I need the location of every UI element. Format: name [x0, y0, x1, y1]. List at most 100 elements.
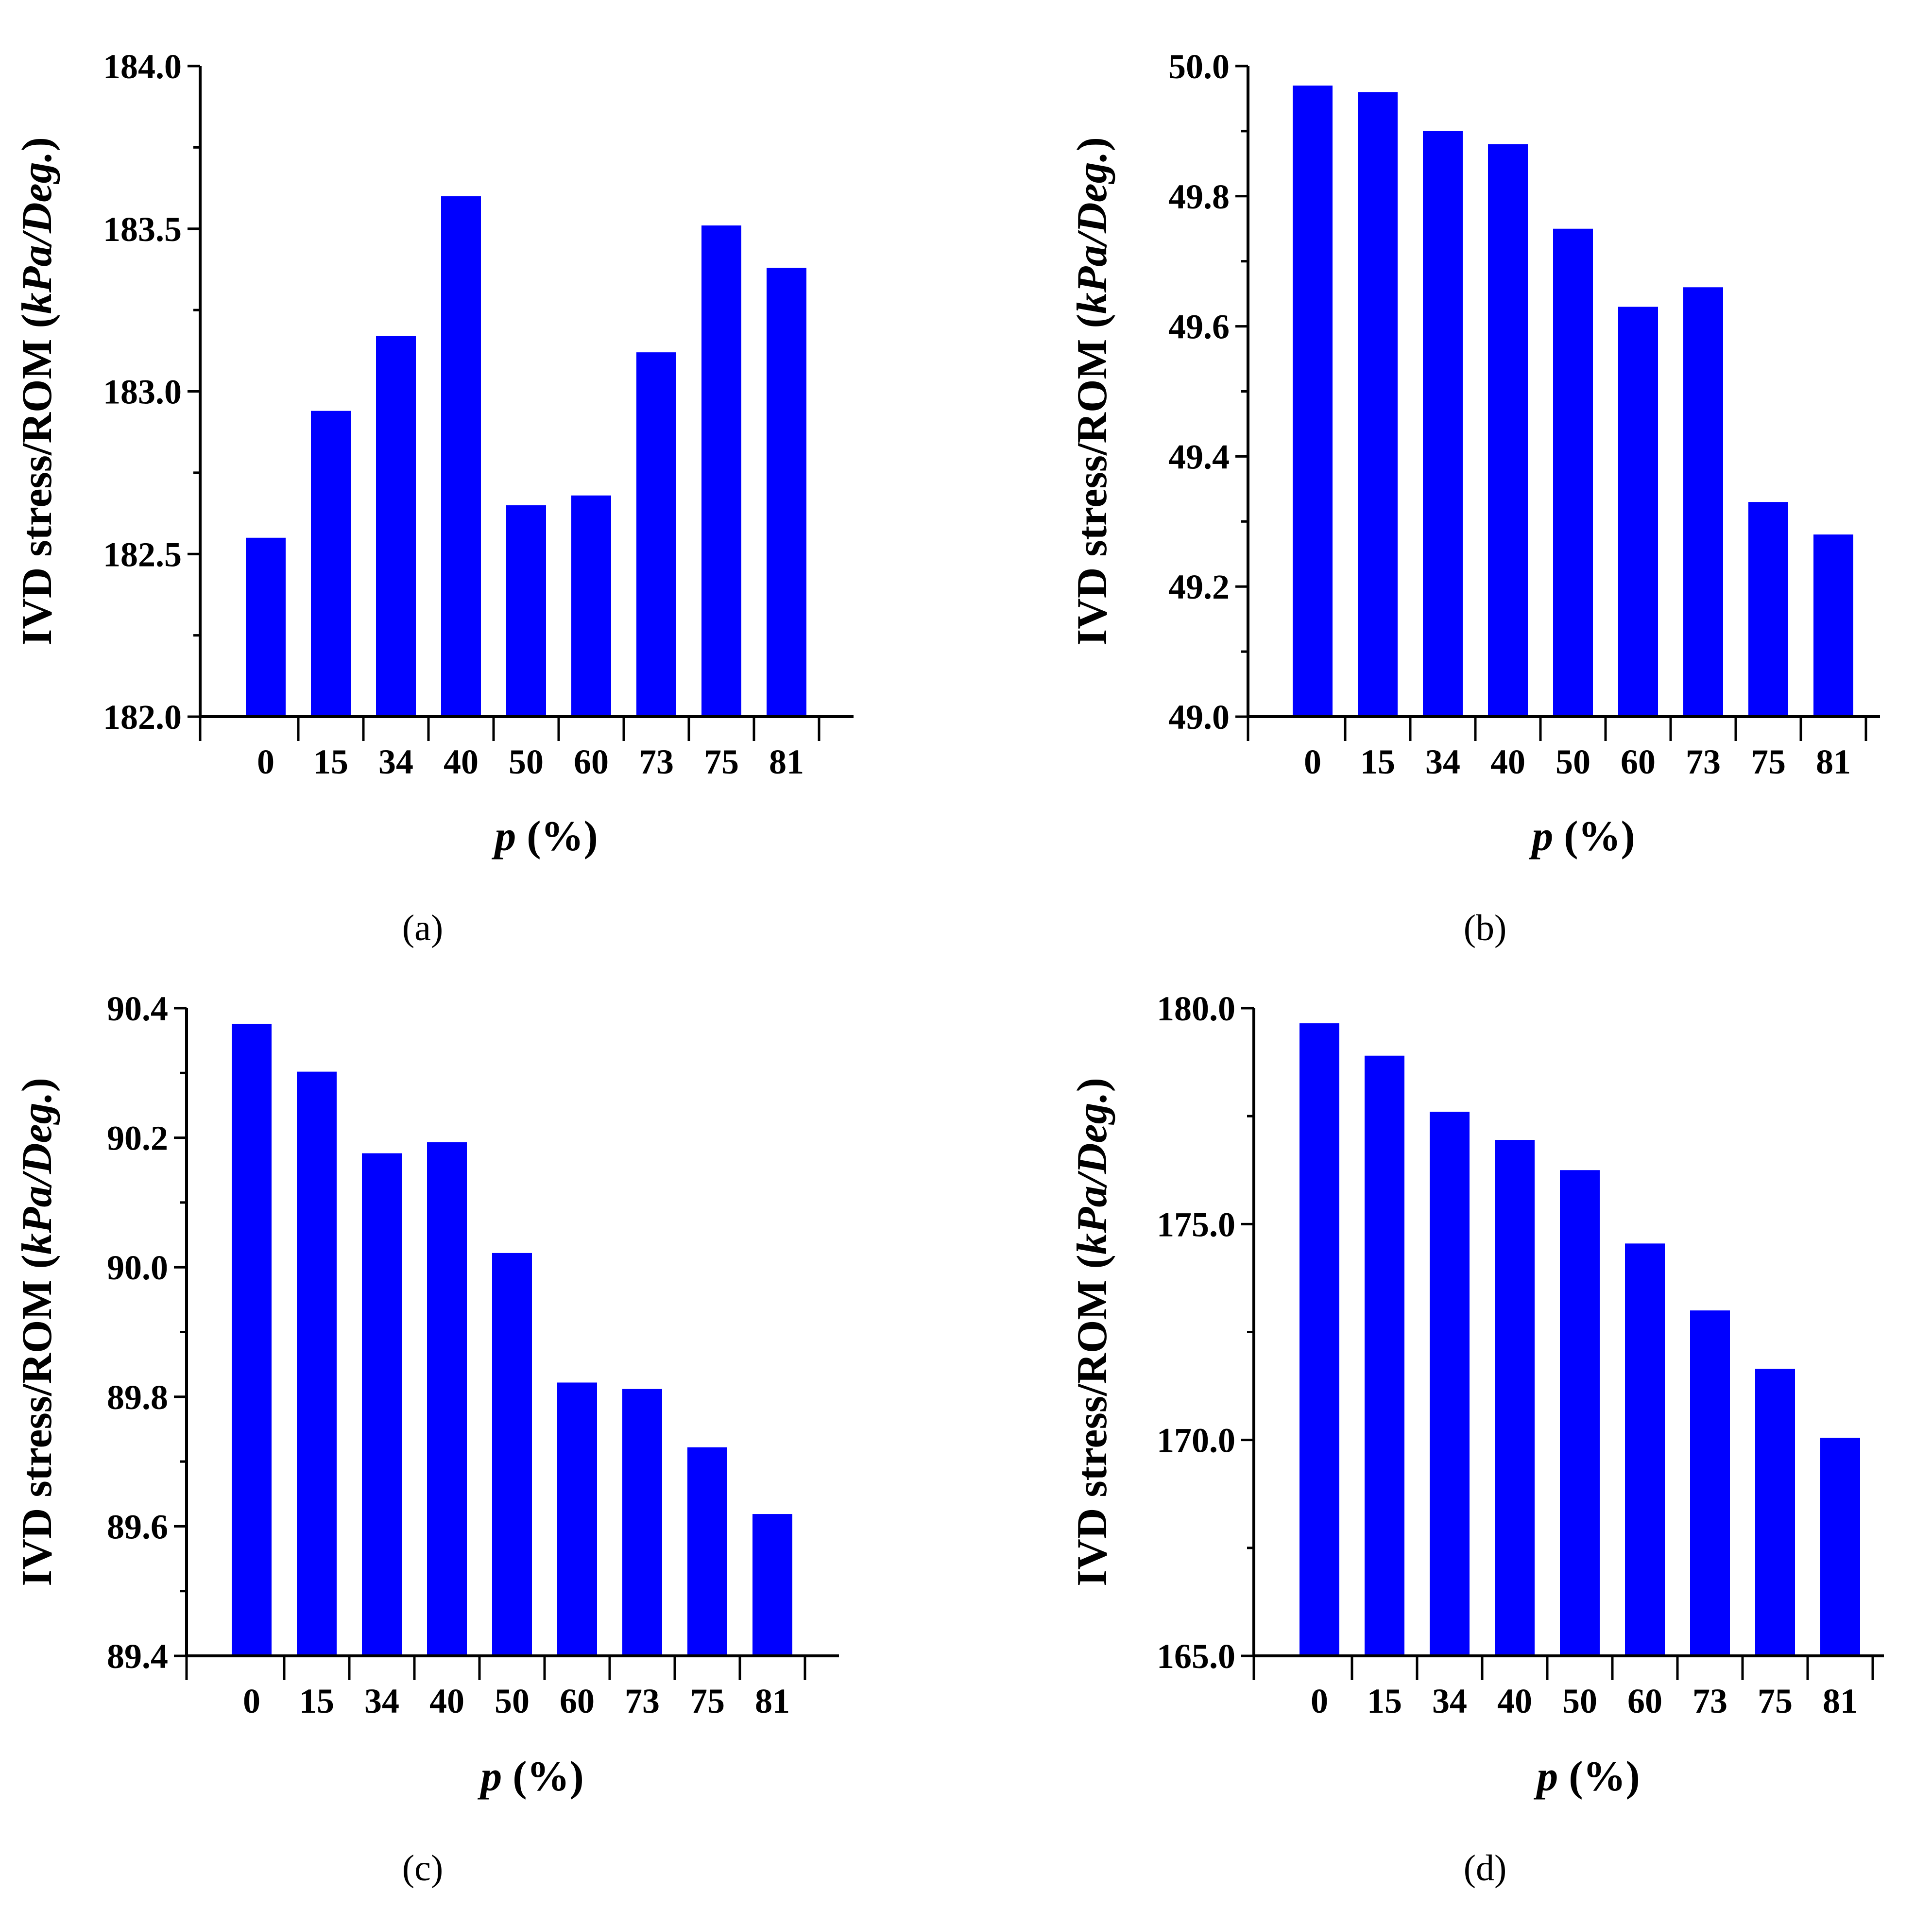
bar-81 [767, 268, 806, 717]
x-axis-title: p (%) [491, 813, 598, 860]
y-tick-label: 175.0 [1157, 1205, 1235, 1244]
y-tick-label: 180.0 [1157, 989, 1235, 1028]
bar-81 [1813, 534, 1853, 717]
x-tick-label: 60 [574, 742, 609, 781]
x-tick-label: 73 [1686, 742, 1721, 781]
bar-50 [506, 505, 546, 717]
bar-34 [1423, 131, 1463, 717]
bar-0 [1299, 1023, 1339, 1656]
y-tick-label: 183.5 [103, 210, 182, 249]
bar-40 [1488, 144, 1528, 717]
x-tick-label: 15 [299, 1682, 334, 1720]
chart-panel-c: 89.4 89.6 89.8 90.0 90.2 90.4 0 15 34 40 50 60 73 75 8… [14, 989, 839, 1889]
x-axis-title: p (%) [1528, 813, 1635, 860]
x-tick-label: 81 [755, 1682, 790, 1720]
bar-0 [232, 1023, 272, 1656]
x-tick-label: 40 [1497, 1682, 1532, 1720]
x-tick-label: 50 [1562, 1682, 1597, 1720]
bar-40 [1495, 1140, 1535, 1656]
bar-40 [441, 196, 481, 717]
y-tick-label: 165.0 [1157, 1637, 1235, 1676]
y-tick-label: 90.4 [107, 989, 168, 1028]
x-tick-label: 60 [560, 1682, 595, 1720]
y-tick-label: 89.4 [107, 1637, 168, 1676]
bar-34 [1430, 1112, 1470, 1656]
x-tick-label: 75 [690, 1682, 725, 1720]
panel-label: (c) [402, 1848, 443, 1889]
x-axis-title: p (%) [477, 1753, 584, 1800]
x-tick-label: 34 [364, 1682, 399, 1720]
x-tick-label: 50 [509, 742, 544, 781]
bar-50 [1553, 228, 1593, 717]
y-tick-label: 49.0 [1168, 698, 1230, 737]
y-tick-label: 182.5 [103, 535, 182, 574]
chart-panel-b: 49.0 49.2 49.4 49.6 49.8 50.0 0 15 34 40 50 60 73 75 8… [1069, 47, 1880, 948]
x-tick-label: 81 [1816, 742, 1851, 781]
bar-34 [362, 1153, 402, 1656]
x-tick-label: 60 [1621, 742, 1656, 781]
chart-panel-d: 165.0 170.0 175.0 180.0 0 15 34 40 50 60 73 75 81 p (… [1069, 989, 1884, 1889]
bar-75 [1748, 502, 1788, 717]
x-tick-label: 15 [1367, 1682, 1402, 1720]
chart-panel-a: 182.0 182.5 183.0 183.5 184.0 0 15 34 40 50 60 73 75… [14, 47, 854, 948]
y-axis-title: IVD stress/ROM (kPa/Deg.) [1069, 137, 1116, 646]
bar-40 [427, 1142, 467, 1656]
x-tick-label: 0 [257, 742, 274, 781]
panel-label: (b) [1464, 908, 1507, 948]
bar-73 [622, 1389, 662, 1656]
bar-50 [1560, 1170, 1600, 1656]
bar-0 [246, 537, 286, 717]
y-tick-label: 183.0 [103, 373, 182, 412]
y-axis-title: IVD stress/ROM (kPa/Deg.) [14, 1078, 61, 1586]
x-tick-label: 40 [444, 742, 479, 781]
panel-label: (d) [1464, 1848, 1507, 1889]
bar-75 [1755, 1369, 1795, 1656]
x-tick-label: 0 [243, 1682, 260, 1720]
bar-81 [752, 1514, 792, 1656]
x-tick-label: 50 [495, 1682, 530, 1720]
x-tick-label: 0 [1311, 1682, 1328, 1720]
bar-15 [1365, 1055, 1404, 1656]
y-tick-label: 184.0 [103, 47, 182, 86]
x-tick-label: 73 [625, 1682, 660, 1720]
x-tick-label: 40 [1490, 742, 1525, 781]
y-axis-title: IVD stress/ROM (kPa/Deg.) [14, 137, 61, 646]
x-tick-label: 60 [1627, 1682, 1662, 1720]
x-tick-label: 75 [1758, 1682, 1793, 1720]
bar-0 [1293, 86, 1333, 717]
bar-34 [376, 336, 416, 717]
x-tick-label: 50 [1556, 742, 1590, 781]
x-tick-label: 73 [639, 742, 674, 781]
bar-15 [311, 411, 351, 717]
bar-50 [492, 1253, 532, 1656]
x-tick-label: 81 [1823, 1682, 1858, 1720]
x-tick-label: 73 [1693, 1682, 1727, 1720]
y-tick-label: 89.6 [107, 1507, 168, 1546]
bar-73 [1683, 287, 1723, 717]
x-axis-title: p (%) [1533, 1753, 1640, 1800]
bar-60 [1618, 307, 1658, 717]
bar-73 [636, 352, 676, 717]
x-tick-label: 81 [769, 742, 804, 781]
x-tick-label: 40 [429, 1682, 464, 1720]
y-tick-label: 50.0 [1168, 47, 1230, 86]
x-tick-label: 75 [1751, 742, 1786, 781]
panel-label: (a) [402, 908, 443, 948]
y-tick-label: 49.2 [1168, 568, 1230, 606]
bar-73 [1690, 1310, 1730, 1656]
x-tick-label: 15 [1360, 742, 1395, 781]
y-tick-label: 182.0 [103, 698, 182, 737]
x-tick-label: 34 [1432, 1682, 1467, 1720]
y-tick-label: 89.8 [107, 1378, 168, 1417]
y-axis-title: IVD stress/ROM (kPa/Deg.) [1069, 1078, 1116, 1586]
x-tick-label: 34 [1425, 742, 1460, 781]
bar-75 [687, 1447, 727, 1656]
y-tick-label: 170.0 [1157, 1421, 1235, 1460]
bar-60 [1625, 1243, 1665, 1656]
bar-15 [1358, 92, 1398, 717]
x-tick-label: 15 [313, 742, 348, 781]
x-tick-label: 34 [378, 742, 413, 781]
bar-81 [1820, 1438, 1860, 1656]
bar-60 [557, 1382, 597, 1656]
